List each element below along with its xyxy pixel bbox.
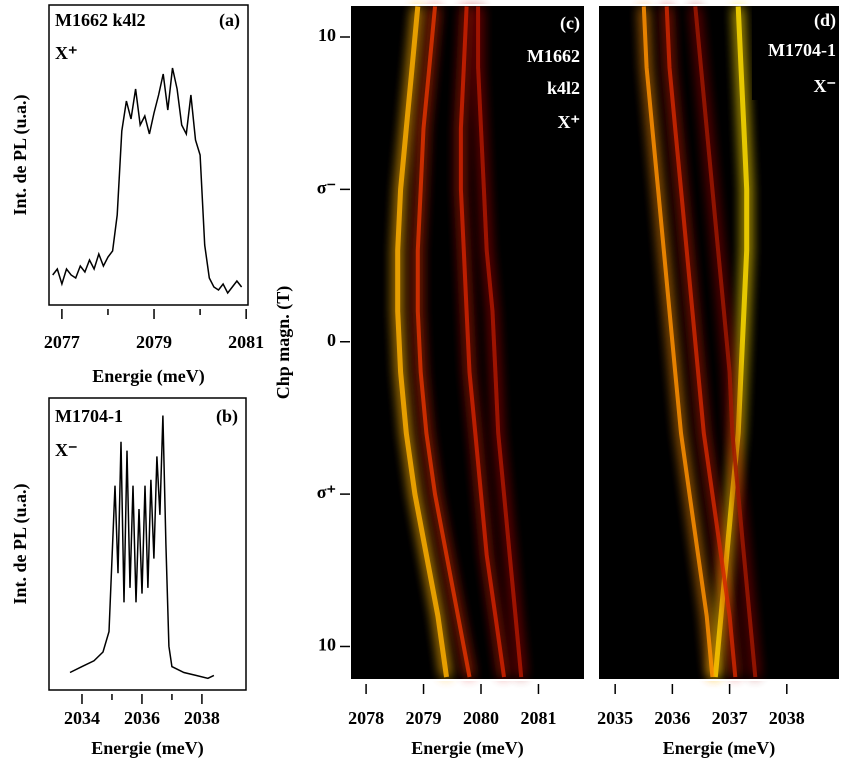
pl-ridge [476, 6, 524, 678]
x-tick-label: 2081 [520, 708, 556, 728]
y-tick-label: σ⁺ [317, 482, 336, 502]
plot-area [598, 5, 840, 680]
panel-title: k4l2 [547, 78, 580, 98]
x-tick-label: 2079 [136, 332, 172, 352]
y-axis-label: Int. de PL (u.a.) [10, 483, 31, 604]
x-axis-label: Energie (meV) [91, 738, 203, 759]
x-tick-label: 2034 [64, 708, 100, 728]
x-axis-label: Energie (meV) [92, 366, 204, 387]
panel-title: M1662 [527, 46, 580, 66]
plot-area [49, 5, 248, 305]
x-axis-label: Energie (meV) [411, 738, 523, 759]
pl-ridge [395, 6, 449, 678]
frame [597, 4, 841, 681]
x-tick-label: 2036 [124, 708, 160, 728]
frame [48, 397, 247, 691]
panel-title: M1704-1 [768, 40, 836, 60]
panel-label: (c) [560, 13, 580, 34]
spectrum-line [69, 415, 215, 680]
pl-ridge [415, 6, 472, 678]
panel-title: M1704-1 [55, 406, 123, 426]
x-axis-label: Energie (meV) [663, 738, 775, 759]
spectrum-line [52, 67, 243, 295]
panel-annotation: X⁻ [814, 76, 837, 96]
y-tick-label: 10 [318, 635, 336, 655]
pl-ridge [693, 6, 758, 678]
panel-label: (d) [814, 10, 836, 31]
y-axis-label: Chp magn. (T) [273, 286, 294, 400]
x-tick-label: 2078 [348, 708, 384, 728]
x-tick-label: 2038 [184, 708, 220, 728]
pl-ridge [641, 6, 715, 678]
label-box [752, 5, 840, 100]
x-tick-label: 2036 [654, 708, 690, 728]
pl-ridge [664, 6, 738, 678]
x-tick-label: 2077 [44, 332, 80, 352]
panel-label: (b) [216, 406, 238, 427]
pl-ridge [712, 6, 750, 678]
frame [349, 4, 586, 681]
panel-annotation: X⁺ [55, 43, 78, 63]
y-tick-label: 0 [327, 330, 336, 350]
x-tick-label: 2038 [769, 708, 805, 728]
y-tick-label: 10 [318, 25, 336, 45]
panel-title: M1662 k4l2 [55, 10, 146, 30]
x-tick-label: 2035 [597, 708, 633, 728]
y-tick-label: σ⁻ [317, 177, 336, 197]
panel-label: (a) [219, 10, 240, 31]
x-tick-label: 2081 [228, 332, 264, 352]
frame [48, 4, 249, 306]
x-tick-label: 2037 [712, 708, 748, 728]
pl-ridge [458, 6, 506, 678]
panel-annotation: X⁺ [558, 112, 581, 132]
y-axis-label: Int. de PL (u.a.) [10, 94, 31, 215]
panel-annotation: X⁻ [55, 440, 78, 460]
x-tick-label: 2080 [463, 708, 499, 728]
plot-area [49, 398, 246, 690]
x-tick-label: 2079 [406, 708, 442, 728]
